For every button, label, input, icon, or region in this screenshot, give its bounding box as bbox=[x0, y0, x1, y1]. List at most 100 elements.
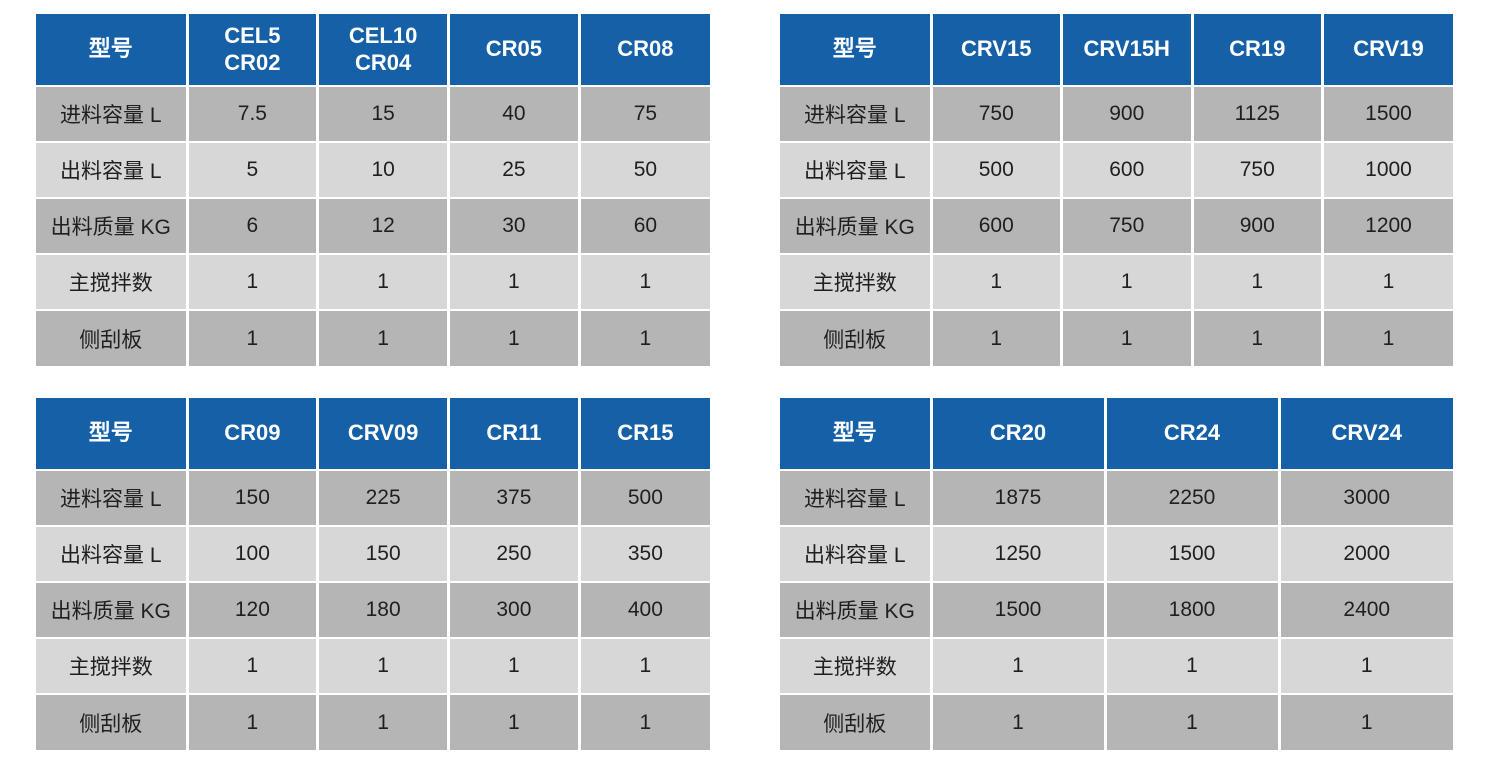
table-cell: 180 bbox=[317, 582, 450, 639]
table-cell: 1 bbox=[1192, 310, 1324, 366]
table-cell: 1500 bbox=[1322, 86, 1453, 143]
table-row: 进料容量 L 7.5 15 40 75 bbox=[36, 86, 710, 143]
table-cell: 3000 bbox=[1279, 470, 1453, 527]
row-label: 侧刮板 bbox=[780, 694, 933, 750]
model-column-header: 型号 bbox=[36, 398, 189, 471]
row-label: 进料容量 L bbox=[36, 470, 189, 527]
model-name: CEL10 CR04 bbox=[317, 14, 450, 87]
table-cell: 375 bbox=[448, 470, 581, 527]
table-row: 进料容量 L 1875 2250 3000 bbox=[780, 470, 1453, 527]
table-cell: 40 bbox=[448, 86, 581, 143]
table-cell: 750 bbox=[931, 86, 1063, 143]
table-row: 主搅拌数 1 1 1 1 bbox=[36, 638, 710, 695]
table-cell: 1 bbox=[317, 694, 450, 750]
table-cell: 30 bbox=[448, 198, 581, 255]
table-row: 主搅拌数 1 1 1 1 bbox=[36, 254, 710, 311]
table-cell: 1 bbox=[317, 254, 450, 311]
row-label: 主搅拌数 bbox=[780, 638, 933, 695]
row-label: 主搅拌数 bbox=[36, 254, 189, 311]
model-name: CR05 bbox=[448, 14, 581, 87]
table-cell: 5 bbox=[187, 142, 320, 199]
table-cell: 1500 bbox=[931, 582, 1107, 639]
table-cell: 350 bbox=[579, 526, 710, 583]
table-cell: 50 bbox=[579, 142, 710, 199]
table-cell: 1 bbox=[448, 638, 581, 695]
model-name: CRV24 bbox=[1279, 398, 1453, 471]
table-cell: 1 bbox=[187, 638, 320, 695]
table-cell: 2000 bbox=[1279, 526, 1453, 583]
table-row: 侧刮板 1 1 1 1 bbox=[780, 310, 1453, 366]
row-label: 侧刮板 bbox=[36, 694, 189, 750]
row-label: 出料质量 KG bbox=[780, 198, 933, 255]
model-name: CEL5 CR02 bbox=[187, 14, 320, 87]
model-name: CR09 bbox=[187, 398, 320, 471]
spec-table: 型号 CRV15 CRV15H CR19 CRV19 进料容量 L 750 90… bbox=[780, 14, 1453, 366]
row-label: 进料容量 L bbox=[36, 86, 189, 143]
table-cell: 1 bbox=[1279, 694, 1453, 750]
table-cell: 7.5 bbox=[187, 86, 320, 143]
table-cell: 400 bbox=[579, 582, 710, 639]
table-cell: 1875 bbox=[931, 470, 1107, 527]
model-name: CR11 bbox=[448, 398, 581, 471]
table-cell: 1 bbox=[317, 310, 450, 366]
spec-table: 型号 CEL5 CR02 CEL10 CR04 CR05 CR08 进料容量 L… bbox=[36, 14, 710, 366]
table-row: 出料质量 KG 1500 1800 2400 bbox=[780, 582, 1453, 639]
table-cell: 600 bbox=[1061, 142, 1194, 199]
table-cell: 1 bbox=[931, 310, 1063, 366]
row-label: 侧刮板 bbox=[780, 310, 933, 366]
model-name: CRV15H bbox=[1061, 14, 1194, 87]
table-cell: 100 bbox=[187, 526, 320, 583]
table-cell: 1 bbox=[448, 310, 581, 366]
table-row: 侧刮板 1 1 1 bbox=[780, 694, 1453, 750]
spec-table: 型号 CR09 CRV09 CR11 CR15 进料容量 L 150 225 3… bbox=[36, 398, 710, 750]
table-cell: 1 bbox=[579, 254, 710, 311]
table-cell: 1125 bbox=[1192, 86, 1324, 143]
table-header-row: 型号 CR09 CRV09 CR11 CR15 bbox=[36, 398, 710, 471]
row-label: 主搅拌数 bbox=[780, 254, 933, 311]
table-cell: 600 bbox=[931, 198, 1063, 255]
row-label: 侧刮板 bbox=[36, 310, 189, 366]
table-cell: 1200 bbox=[1322, 198, 1453, 255]
table-cell: 1 bbox=[1061, 254, 1194, 311]
table-cell: 250 bbox=[448, 526, 581, 583]
table-row: 出料质量 KG 6 12 30 60 bbox=[36, 198, 710, 255]
model-column-header: 型号 bbox=[780, 398, 933, 471]
row-label: 进料容量 L bbox=[780, 470, 933, 527]
table-cell: 1 bbox=[579, 694, 710, 750]
table-cell: 1 bbox=[187, 310, 320, 366]
row-label: 出料质量 KG bbox=[36, 198, 189, 255]
model-name: CRV09 bbox=[317, 398, 450, 471]
table-cell: 6 bbox=[187, 198, 320, 255]
table-header-row: 型号 CRV15 CRV15H CR19 CRV19 bbox=[780, 14, 1453, 87]
row-label: 出料容量 L bbox=[36, 526, 189, 583]
model-name: CR15 bbox=[579, 398, 710, 471]
table-cell: 1 bbox=[931, 638, 1107, 695]
model-name: CR08 bbox=[579, 14, 710, 87]
table-cell: 25 bbox=[448, 142, 581, 199]
table-cell: 1 bbox=[1105, 694, 1281, 750]
table-row: 出料质量 KG 600 750 900 1200 bbox=[780, 198, 1453, 255]
model-name: CR24 bbox=[1105, 398, 1281, 471]
table-cell: 1 bbox=[1061, 310, 1194, 366]
table-cell: 1 bbox=[1192, 254, 1324, 311]
table-cell: 120 bbox=[187, 582, 320, 639]
spec-table: 型号 CR20 CR24 CRV24 进料容量 L 1875 2250 3000… bbox=[780, 398, 1453, 750]
model-name: CRV19 bbox=[1322, 14, 1453, 87]
table-cell: 75 bbox=[579, 86, 710, 143]
table-cell: 1 bbox=[579, 638, 710, 695]
table-cell: 1250 bbox=[931, 526, 1107, 583]
row-label: 出料容量 L bbox=[780, 526, 933, 583]
table-cell: 1 bbox=[187, 254, 320, 311]
table-row: 出料容量 L 500 600 750 1000 bbox=[780, 142, 1453, 199]
table-cell: 60 bbox=[579, 198, 710, 255]
model-name: CR19 bbox=[1192, 14, 1324, 87]
table-cell: 1 bbox=[187, 694, 320, 750]
table-row: 进料容量 L 150 225 375 500 bbox=[36, 470, 710, 527]
table-cell: 1800 bbox=[1105, 582, 1281, 639]
table-cell: 1 bbox=[579, 310, 710, 366]
table-row: 出料容量 L 5 10 25 50 bbox=[36, 142, 710, 199]
table-cell: 225 bbox=[317, 470, 450, 527]
table-cell: 2250 bbox=[1105, 470, 1281, 527]
table-cell: 1 bbox=[931, 694, 1107, 750]
table-header-row: 型号 CR20 CR24 CRV24 bbox=[780, 398, 1453, 471]
